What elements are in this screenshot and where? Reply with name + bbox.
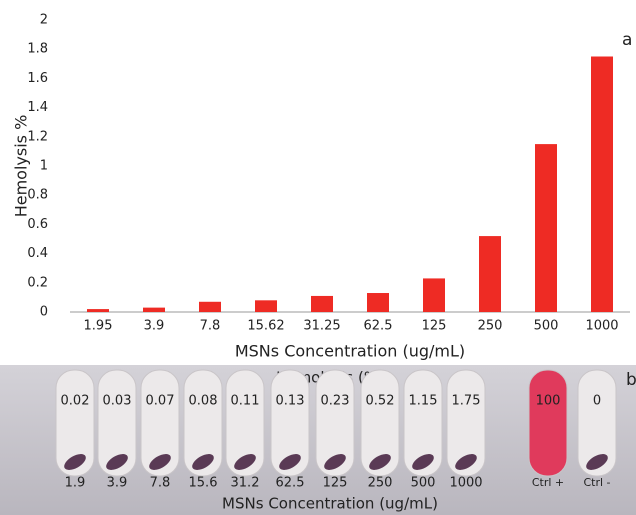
- hemolysis-label: 1.75: [452, 394, 481, 409]
- pellet: [192, 454, 214, 470]
- x-axis-title: MSNs Concentration (ug/mL): [235, 342, 465, 361]
- pellet: [149, 454, 171, 470]
- y-tick-label: 1.8: [27, 42, 48, 57]
- y-tick-label: 0.2: [27, 275, 48, 290]
- panel-label: a: [622, 30, 632, 50]
- y-tick-label: 0.4: [27, 246, 48, 261]
- tube-label: 1000: [449, 476, 482, 491]
- y-axis-title: Hemolysis %: [12, 115, 31, 218]
- hemolysis-label: 100: [536, 394, 561, 409]
- hemolysis-label: 0.23: [321, 394, 350, 409]
- tube: [315, 369, 355, 477]
- x-tick-label: 31.25: [303, 319, 340, 334]
- tube-label: Ctrl -: [583, 476, 610, 489]
- bar: [423, 278, 445, 312]
- hemolysis-label: 0: [593, 394, 601, 409]
- tube-label: 125: [323, 476, 348, 491]
- hemolysis-label: 0.13: [276, 394, 305, 409]
- tube: [55, 369, 95, 477]
- bar: [535, 144, 557, 312]
- pellet: [64, 454, 86, 470]
- tube: [360, 369, 400, 477]
- x-tick-label: 3.9: [144, 319, 165, 334]
- pellet: [455, 454, 477, 470]
- tube: [403, 369, 443, 477]
- bar: [143, 307, 165, 312]
- x-tick-label: 7.8: [200, 319, 221, 334]
- hemolysis-label: 1.15: [409, 394, 438, 409]
- tube-label: 15.6: [189, 476, 218, 491]
- tube: [225, 369, 265, 477]
- x-tick-label: 15.62: [247, 319, 284, 334]
- hemolysis-label: 0.03: [103, 394, 132, 409]
- bar: [199, 301, 221, 312]
- pellet: [279, 454, 301, 470]
- tube-label: Ctrl +: [532, 476, 564, 489]
- tube: [140, 369, 180, 477]
- x-tick-label: 125: [422, 319, 447, 334]
- pellet: [412, 454, 434, 470]
- tube-label: 31.2: [231, 476, 260, 491]
- pellet: [369, 454, 391, 470]
- bar: [255, 300, 277, 312]
- bar: [311, 295, 333, 312]
- tube-label: 250: [368, 476, 393, 491]
- tube: [577, 369, 617, 477]
- pellet: [106, 454, 128, 470]
- hemolysis-label: 0.02: [61, 394, 90, 409]
- tube-label: 7.8: [150, 476, 171, 491]
- tube: [270, 369, 310, 477]
- y-tick-label: 0.6: [27, 217, 48, 232]
- tube-label: 62.5: [276, 476, 305, 491]
- bar: [479, 236, 501, 312]
- y-tick-label: 0.8: [27, 188, 48, 203]
- hemolysis-label: 0.52: [366, 394, 395, 409]
- pellet: [234, 454, 256, 470]
- x-tick-label: 1000: [585, 319, 618, 334]
- hemolysis-label: 0.11: [231, 394, 260, 409]
- y-tick-label: 1.4: [27, 100, 48, 115]
- y-tick-label: 2: [40, 13, 48, 28]
- tube-label: 3.9: [107, 476, 128, 491]
- tube: [97, 369, 137, 477]
- tube: [528, 369, 568, 477]
- y-tick-label: 1: [40, 159, 48, 174]
- tube: [183, 369, 223, 477]
- bar: [87, 309, 109, 312]
- y-tick-label: 1.6: [27, 71, 48, 86]
- bar: [367, 293, 389, 312]
- y-tick-label: 1.2: [27, 129, 48, 144]
- panel-label: b: [626, 370, 636, 390]
- x-tick-label: 250: [478, 319, 503, 334]
- pellet: [324, 454, 346, 470]
- tube-label: 1.9: [65, 476, 86, 491]
- hemolysis-label: 0.07: [146, 394, 175, 409]
- y-tick-label: 0: [40, 305, 48, 320]
- tube-label: 500: [411, 476, 436, 491]
- pellet: [586, 454, 608, 470]
- x-tick-label: 62.5: [364, 319, 393, 334]
- tube: [446, 369, 486, 477]
- photo-x-title: MSNs Concentration (ug/mL): [222, 495, 438, 513]
- bar: [591, 56, 613, 312]
- x-tick-label: 500: [534, 319, 559, 334]
- hemolysis-label: 0.08: [189, 394, 218, 409]
- x-tick-label: 1.95: [84, 319, 113, 334]
